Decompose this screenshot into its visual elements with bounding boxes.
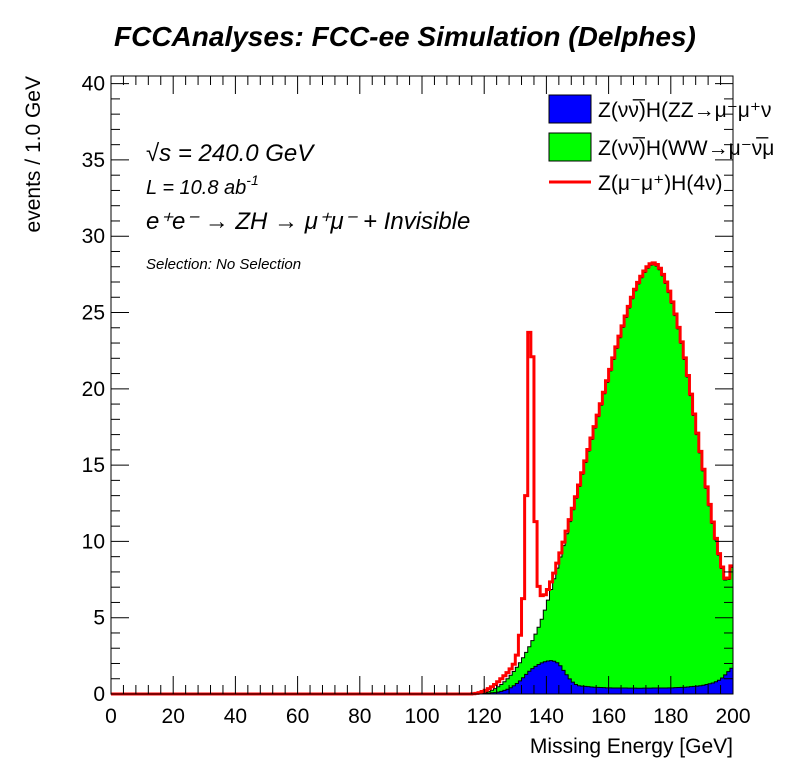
lumi-prefix: L = 10.8 ab: [146, 177, 246, 199]
lumi-superscript: -1: [246, 172, 258, 188]
x-tick-label: 100: [404, 705, 439, 728]
legend-label-0: Z(νν̅)H(ZZ→μ⁻μ⁺ν: [598, 99, 772, 122]
y-tick-label: 35: [82, 149, 105, 172]
x-tick-label: 0: [105, 705, 117, 728]
x-tick-label: 120: [467, 705, 502, 728]
x-tick-label: 140: [529, 705, 564, 728]
y-tick-label: 20: [82, 378, 105, 401]
annotations: √s = 240.0 GeV L = 10.8 ab-1 e⁺e⁻ → ZH →…: [146, 140, 470, 273]
sqrt-s-symbol: √s: [146, 140, 171, 167]
sqrt-s-annotation: √s = 240.0 GeV: [146, 140, 315, 167]
y-tick-label: 10: [82, 530, 105, 553]
x-tick-label: 20: [162, 705, 185, 728]
x-tick-label: 40: [224, 705, 247, 728]
ticks-layer: 0 20 40 60 80 100 120 140 160 180 200 0 5 10 15 20 25 30 3…: [82, 73, 751, 728]
legend-swatch-0: [548, 94, 592, 124]
x-axis-label: Missing Energy [GeV]: [530, 735, 733, 758]
x-tick-label: 160: [591, 705, 626, 728]
process-annotation: e⁺e⁻ → ZH → μ⁺μ⁻ + Invisible: [146, 208, 470, 235]
y-tick-label: 25: [82, 302, 105, 325]
x-tick-label: 200: [715, 705, 750, 728]
y-axis-label: events / 1.0 GeV: [22, 76, 45, 232]
x-tick-label: 60: [286, 705, 309, 728]
legend-label-1: Z(νν̅)H(WW→μ⁻ν̅μ: [598, 137, 774, 160]
sqrt-s-value: = 240.0 GeV: [171, 140, 315, 167]
lumi-annotation: L = 10.8 ab-1: [146, 172, 259, 199]
chart-title: FCCAnalyses: FCC-ee Simulation (Delphes): [114, 21, 696, 52]
y-tick-label: 5: [93, 607, 105, 630]
selection-annotation: Selection: No Selection: [146, 256, 301, 273]
legend: Z(νν̅)H(ZZ→μ⁻μ⁺ν Z(νν̅)H(WW→μ⁻ν̅μ Z(μ⁻μ⁺)H…: [548, 94, 774, 195]
x-tick-label: 80: [348, 705, 371, 728]
legend-swatch-1: [548, 132, 592, 162]
legend-label-2: Z(μ⁻μ⁺)H(4ν): [598, 172, 723, 195]
y-tick-label: 30: [82, 225, 105, 248]
y-tick-label: 40: [82, 73, 105, 96]
y-tick-label: 0: [93, 683, 105, 706]
y-tick-label: 15: [82, 454, 105, 477]
x-tick-label: 180: [653, 705, 688, 728]
